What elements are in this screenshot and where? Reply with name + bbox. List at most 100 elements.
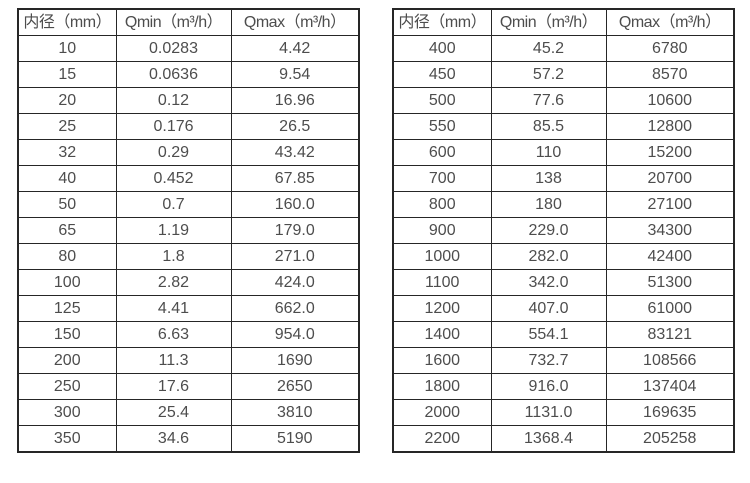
table-cell: 500 xyxy=(392,87,492,114)
table-row: 2200 1368.4 205258 xyxy=(392,425,735,453)
table-cell: 732.7 xyxy=(490,347,607,374)
table-cell: 1600 xyxy=(392,347,492,374)
table-row: 1100 342.0 51300 xyxy=(392,269,735,296)
table-cell: 1000 xyxy=(392,243,492,270)
table-cell: 4.41 xyxy=(115,295,232,322)
table-cell: 17.6 xyxy=(115,373,232,400)
table-row: 65 1.19 179.0 xyxy=(17,217,360,244)
table-cell: 0.0636 xyxy=(115,61,232,88)
table-cell: 5190 xyxy=(230,425,360,453)
table-cell: 40 xyxy=(17,165,117,192)
table-cell: 0.0283 xyxy=(115,35,232,62)
table-row: 1400 554.1 83121 xyxy=(392,321,735,348)
table-cell: 160.0 xyxy=(230,191,360,218)
table-row: 100 2.82 424.0 xyxy=(17,269,360,296)
table-cell: 8570 xyxy=(605,61,735,88)
table-cell: 180 xyxy=(490,191,607,218)
table-cell: 25.4 xyxy=(115,399,232,426)
table-row: 800 180 27100 xyxy=(392,191,735,218)
table-row: 400 45.2 6780 xyxy=(392,35,735,62)
table-row: 600 110 15200 xyxy=(392,139,735,166)
table-cell: 32 xyxy=(17,139,117,166)
table-cell: 300 xyxy=(17,399,117,426)
table-row: 550 85.5 12800 xyxy=(392,113,735,140)
table-cell: 900 xyxy=(392,217,492,244)
table-cell: 11.3 xyxy=(115,347,232,374)
table-cell: 25 xyxy=(17,113,117,140)
table-cell: 662.0 xyxy=(230,295,360,322)
table-cell: 10 xyxy=(17,35,117,62)
header-cell-qmin: Qmin（m³/h） xyxy=(490,8,607,36)
table-cell: 80 xyxy=(17,243,117,270)
table-cell: 85.5 xyxy=(490,113,607,140)
table-cell: 150 xyxy=(17,321,117,348)
table-cell: 800 xyxy=(392,191,492,218)
table-row: 1200 407.0 61000 xyxy=(392,295,735,322)
table-cell: 2200 xyxy=(392,425,492,453)
table-cell: 400 xyxy=(392,35,492,62)
table-cell: 1400 xyxy=(392,321,492,348)
table-cell: 282.0 xyxy=(490,243,607,270)
table-cell: 10600 xyxy=(605,87,735,114)
header-row: 内径（mm） Qmin（m³/h） Qmax（m³/h） xyxy=(392,8,735,36)
table-cell: 407.0 xyxy=(490,295,607,322)
table-row: 1000 282.0 42400 xyxy=(392,243,735,270)
table-cell: 45.2 xyxy=(490,35,607,62)
table-row: 700 138 20700 xyxy=(392,165,735,192)
table-cell: 916.0 xyxy=(490,373,607,400)
table-cell: 550 xyxy=(392,113,492,140)
table-cell: 271.0 xyxy=(230,243,360,270)
table-row: 15 0.0636 9.54 xyxy=(17,61,360,88)
table-cell: 1.19 xyxy=(115,217,232,244)
table-cell: 0.29 xyxy=(115,139,232,166)
table-cell: 42400 xyxy=(605,243,735,270)
table-cell: 424.0 xyxy=(230,269,360,296)
table-cell: 200 xyxy=(17,347,117,374)
table-cell: 700 xyxy=(392,165,492,192)
table-cell: 15 xyxy=(17,61,117,88)
table-row: 300 25.4 3810 xyxy=(17,399,360,426)
table-cell: 0.176 xyxy=(115,113,232,140)
table-cell: 2650 xyxy=(230,373,360,400)
header-cell-qmax: Qmax（m³/h） xyxy=(605,8,735,36)
table-cell: 1690 xyxy=(230,347,360,374)
table-row: 500 77.6 10600 xyxy=(392,87,735,114)
table-cell: 34.6 xyxy=(115,425,232,453)
flow-table-right: 内径（mm） Qmin（m³/h） Qmax（m³/h） 400 45.2 6780… xyxy=(392,8,735,453)
table-cell: 0.12 xyxy=(115,87,232,114)
table-cell: 0.7 xyxy=(115,191,232,218)
flow-table-left: 内径（mm） Qmin（m³/h） Qmax（m³/h） 10 0.0283 4.4… xyxy=(17,8,360,453)
table-row: 250 17.6 2650 xyxy=(17,373,360,400)
header-cell-qmax: Qmax（m³/h） xyxy=(230,8,360,36)
table-row: 1800 916.0 137404 xyxy=(392,373,735,400)
table-cell: 138 xyxy=(490,165,607,192)
table-cell: 1131.0 xyxy=(490,399,607,426)
header-row: 内径（mm） Qmin（m³/h） Qmax（m³/h） xyxy=(17,8,360,36)
header-cell-diameter: 内径（mm） xyxy=(17,8,117,36)
table-cell: 554.1 xyxy=(490,321,607,348)
table-cell: 100 xyxy=(17,269,117,296)
table-body-right: 400 45.2 6780 450 57.2 8570 500 77.6 10600 550 85.… xyxy=(392,35,735,453)
table-cell: 1.8 xyxy=(115,243,232,270)
table-row: 125 4.41 662.0 xyxy=(17,295,360,322)
table-row: 2000 1131.0 169635 xyxy=(392,399,735,426)
table-cell: 50 xyxy=(17,191,117,218)
table-cell: 169635 xyxy=(605,399,735,426)
table-cell: 6.63 xyxy=(115,321,232,348)
table-cell: 3810 xyxy=(230,399,360,426)
table-cell: 34300 xyxy=(605,217,735,244)
table-cell: 954.0 xyxy=(230,321,360,348)
table-cell: 0.452 xyxy=(115,165,232,192)
table-cell: 61000 xyxy=(605,295,735,322)
table-row: 10 0.0283 4.42 xyxy=(17,35,360,62)
table-row: 150 6.63 954.0 xyxy=(17,321,360,348)
table-cell: 1368.4 xyxy=(490,425,607,453)
table-cell: 27100 xyxy=(605,191,735,218)
table-row: 1600 732.7 108566 xyxy=(392,347,735,374)
table-cell: 16.96 xyxy=(230,87,360,114)
table-cell: 1200 xyxy=(392,295,492,322)
table-row: 350 34.6 5190 xyxy=(17,425,360,453)
table-cell: 350 xyxy=(17,425,117,453)
table-cell: 110 xyxy=(490,139,607,166)
